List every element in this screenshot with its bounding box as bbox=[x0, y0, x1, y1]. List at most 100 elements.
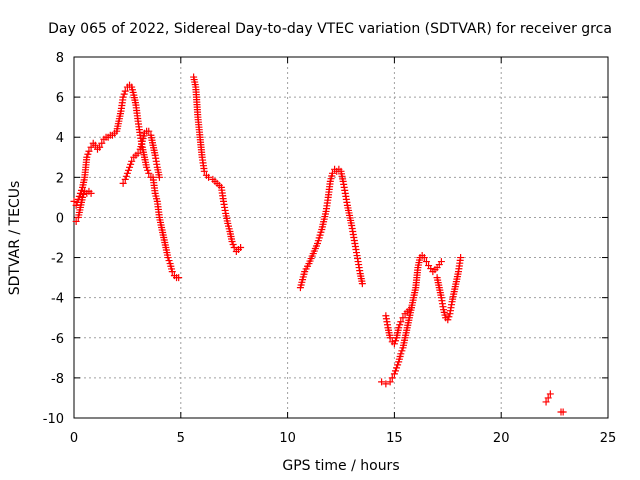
data-point bbox=[391, 337, 399, 345]
x-tick-label: 5 bbox=[177, 431, 185, 446]
data-point bbox=[168, 268, 176, 276]
data-point bbox=[70, 197, 78, 205]
data-point bbox=[398, 347, 406, 355]
data-point bbox=[119, 179, 127, 187]
data-point bbox=[397, 350, 405, 358]
data-point bbox=[544, 394, 552, 402]
data-point bbox=[388, 374, 396, 382]
chart-title: Day 065 of 2022, Sidereal Day-to-day VTE… bbox=[48, 21, 612, 37]
data-point bbox=[390, 370, 398, 378]
data-point bbox=[84, 150, 92, 158]
data-series bbox=[190, 73, 245, 256]
y-tick-label: 2 bbox=[56, 171, 64, 186]
data-series bbox=[296, 165, 366, 292]
data-point bbox=[121, 87, 129, 95]
data-point bbox=[87, 189, 95, 197]
y-tick-label: 8 bbox=[56, 51, 64, 66]
data-point bbox=[391, 367, 399, 375]
data-point bbox=[76, 189, 84, 197]
data-point bbox=[395, 324, 403, 332]
axis-ticks: 0 5 10 15 20 25 -10 -8 -6 -4 -2 0 2 4 6 8 bbox=[43, 51, 617, 446]
data-point bbox=[386, 378, 394, 386]
data-point bbox=[422, 258, 430, 266]
data-point bbox=[121, 175, 129, 183]
data-point bbox=[175, 274, 183, 282]
data-series bbox=[378, 252, 445, 388]
x-tick-label: 10 bbox=[279, 431, 296, 446]
data-point bbox=[98, 139, 106, 147]
data-point bbox=[120, 90, 128, 98]
data-points bbox=[70, 73, 567, 416]
data-point bbox=[119, 93, 127, 101]
data-point bbox=[229, 241, 237, 249]
data-series bbox=[433, 254, 465, 324]
data-point bbox=[83, 153, 91, 161]
data-point bbox=[230, 244, 238, 252]
y-tick-label: -10 bbox=[43, 412, 64, 427]
data-point bbox=[72, 217, 80, 225]
data-point bbox=[358, 280, 366, 288]
y-tick-label: -4 bbox=[51, 292, 64, 307]
data-point bbox=[445, 313, 453, 321]
plot-frame bbox=[73, 56, 609, 419]
data-point bbox=[546, 390, 554, 398]
data-series bbox=[70, 81, 183, 282]
data-point bbox=[123, 169, 131, 177]
y-tick-label: -6 bbox=[51, 332, 64, 347]
data-point bbox=[205, 173, 213, 181]
data-point bbox=[393, 364, 401, 372]
data-point bbox=[144, 166, 152, 174]
data-point bbox=[155, 173, 163, 181]
data-point bbox=[437, 258, 445, 266]
data-point bbox=[75, 192, 83, 200]
data-point bbox=[420, 254, 428, 262]
data-point bbox=[80, 190, 88, 198]
data-point bbox=[127, 160, 135, 168]
y-tick-label: 4 bbox=[56, 131, 64, 146]
data-point bbox=[126, 163, 134, 171]
grid bbox=[74, 57, 608, 418]
data-point bbox=[328, 169, 336, 177]
data-point bbox=[145, 169, 153, 177]
data-point bbox=[124, 166, 132, 174]
data-series bbox=[542, 390, 554, 406]
data-point bbox=[382, 380, 390, 388]
x-tick-label: 15 bbox=[386, 431, 403, 446]
data-point bbox=[143, 163, 151, 171]
data-point bbox=[87, 143, 95, 151]
x-tick-label: 25 bbox=[600, 431, 617, 446]
data-point bbox=[378, 378, 386, 386]
data-point bbox=[96, 143, 104, 151]
data-series bbox=[72, 187, 95, 225]
data-point bbox=[396, 321, 404, 329]
data-point bbox=[237, 244, 245, 252]
x-tick-label: 0 bbox=[70, 431, 78, 446]
data-point bbox=[559, 408, 567, 416]
data-point bbox=[85, 147, 93, 155]
data-point bbox=[200, 167, 208, 175]
data-point bbox=[407, 304, 415, 312]
data-point bbox=[444, 316, 452, 324]
y-tick-label: -8 bbox=[51, 372, 64, 387]
data-point bbox=[399, 314, 407, 322]
y-tick-label: 6 bbox=[56, 91, 64, 106]
data-point bbox=[457, 254, 465, 262]
data-series bbox=[382, 304, 415, 348]
data-point bbox=[165, 257, 173, 265]
data-point bbox=[164, 254, 172, 262]
data-point bbox=[397, 318, 405, 326]
data-point bbox=[91, 141, 99, 149]
y-axis-label: SDTVAR / TECUs bbox=[7, 181, 23, 296]
data-point bbox=[145, 127, 153, 135]
data-point bbox=[228, 238, 236, 246]
x-axis-label: GPS time / hours bbox=[282, 458, 399, 474]
x-tick-label: 20 bbox=[493, 431, 510, 446]
data-point bbox=[79, 193, 87, 201]
y-tick-label: -2 bbox=[51, 252, 64, 267]
data-point bbox=[542, 398, 550, 406]
data-series bbox=[119, 127, 163, 187]
data-point bbox=[128, 157, 136, 165]
data-point bbox=[390, 340, 398, 348]
y-tick-label: 0 bbox=[56, 211, 64, 226]
